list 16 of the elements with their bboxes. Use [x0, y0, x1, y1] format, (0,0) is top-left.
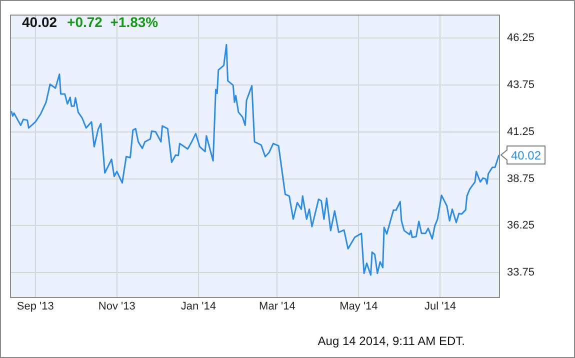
y-tick-label: 46.25 — [507, 32, 535, 44]
x-tick-label: Jul '14 — [424, 300, 456, 313]
y-tick-label: 38.75 — [507, 172, 535, 185]
x-tick-label: Sep '13 — [16, 300, 54, 313]
x-tick-label: Mar '14 — [259, 300, 296, 313]
annotation: 40.02 — [511, 148, 542, 162]
chart-title: 40.02 — [22, 14, 58, 30]
x-tick-label: Nov '13 — [98, 300, 136, 313]
x-tick-label: May '14 — [340, 300, 378, 313]
y-tick-label: 33.75 — [507, 266, 535, 279]
y-tick-label: 43.75 — [507, 78, 535, 91]
y-tick-label: 36.25 — [507, 220, 535, 232]
y-tick-label: 41.25 — [507, 126, 535, 138]
text: Aug 14 2014, 9:11 AM EDT. — [318, 334, 465, 348]
x-tick-label: Jan '14 — [180, 300, 216, 313]
chart-subtitle: +0.72 +1.83% — [67, 14, 158, 30]
